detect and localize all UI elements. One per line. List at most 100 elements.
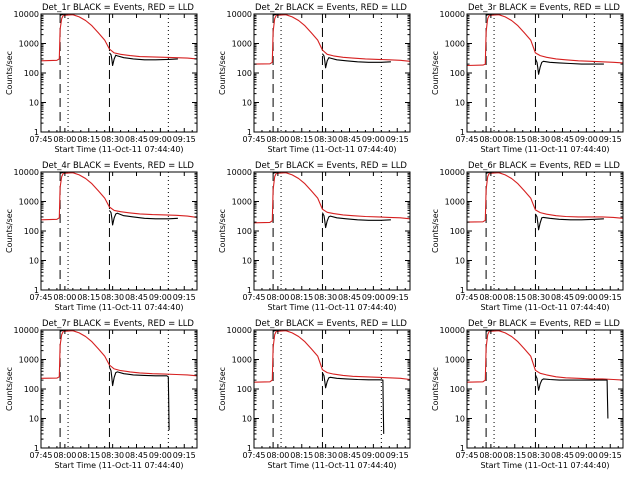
- series-group: [41, 330, 197, 431]
- x-tick-label: 08:30: [101, 293, 124, 302]
- plot-frame: [253, 13, 411, 133]
- chart-title: Det_1r BLACK = Events, RED = LLD: [42, 3, 194, 13]
- x-tick-label: 08:30: [101, 135, 124, 144]
- x-tick-label: 07:45: [455, 293, 478, 302]
- series-group: [467, 330, 623, 419]
- lld-series-line: [41, 330, 197, 379]
- y-axis-label: Counts/sec: [218, 367, 227, 411]
- x-axis-label: Start Time (11-Oct-11 07:44:40): [480, 461, 609, 470]
- y-tick-label: 10: [242, 257, 252, 266]
- y-tick-label: 1: [34, 444, 39, 453]
- y-tick-label: 10: [29, 415, 39, 424]
- plot-frame: [466, 13, 624, 133]
- x-tick-label: 08:45: [125, 451, 148, 460]
- x-tick-label: 07:45: [242, 135, 265, 144]
- y-axis-label: Counts/sec: [5, 51, 14, 95]
- x-axis-label: Start Time (11-Oct-11 07:44:40): [54, 461, 183, 470]
- y-tick-label: 1: [460, 128, 465, 137]
- events-series-line: [272, 172, 391, 229]
- series-group: [254, 172, 410, 229]
- series-group: [41, 172, 197, 226]
- plot-frame: [40, 171, 198, 291]
- plot-frame: [253, 171, 411, 291]
- x-axis-label: Start Time (11-Oct-11 07:44:40): [54, 145, 183, 154]
- x-tick-label: 09:15: [386, 135, 409, 144]
- lld-series-line: [467, 330, 623, 383]
- y-tick-label: 10000: [440, 168, 465, 177]
- chart-title: Det_8r BLACK = Events, RED = LLD: [255, 319, 407, 329]
- y-tick-label: 100: [450, 385, 465, 394]
- y-tick-label: 10000: [440, 10, 465, 19]
- chart-title: Det_5r BLACK = Events, RED = LLD: [255, 161, 407, 171]
- x-tick-label: 08:15: [503, 293, 526, 302]
- x-tick-label: 09:15: [386, 451, 409, 460]
- x-axis-label: Start Time (11-Oct-11 07:44:40): [54, 303, 183, 312]
- x-tick-label: 09:00: [362, 293, 385, 302]
- plot-frame: [40, 329, 198, 449]
- series-group: [41, 14, 197, 67]
- y-tick-label: 10000: [227, 168, 252, 177]
- y-tick-label: 1000: [19, 40, 39, 49]
- y-tick-label: 10000: [227, 326, 252, 335]
- y-tick-label: 1000: [232, 198, 252, 207]
- x-tick-label: 08:30: [527, 135, 550, 144]
- x-tick-label: 07:45: [29, 451, 52, 460]
- x-tick-label: 08:45: [551, 135, 574, 144]
- x-tick-label: 09:00: [575, 451, 598, 460]
- plot-frame: [253, 329, 411, 449]
- x-tick-label: 09:00: [575, 135, 598, 144]
- y-tick-label: 10: [455, 257, 465, 266]
- x-axis-label: Start Time (11-Oct-11 07:44:40): [267, 303, 396, 312]
- x-tick-label: 09:15: [599, 135, 622, 144]
- y-tick-label: 10: [242, 99, 252, 108]
- x-tick-label: 08:00: [53, 293, 76, 302]
- y-tick-label: 1: [247, 286, 252, 295]
- y-tick-label: 100: [24, 69, 39, 78]
- y-tick-label: 100: [24, 227, 39, 236]
- y-tick-label: 10: [29, 99, 39, 108]
- y-tick-label: 10000: [440, 326, 465, 335]
- x-tick-label: 08:00: [266, 135, 289, 144]
- y-tick-label: 1000: [19, 198, 39, 207]
- x-tick-label: 09:00: [362, 135, 385, 144]
- x-tick-label: 07:45: [455, 451, 478, 460]
- x-tick-label: 08:15: [77, 135, 100, 144]
- y-axis-label: Counts/sec: [5, 367, 14, 411]
- x-tick-label: 08:15: [503, 135, 526, 144]
- x-tick-label: 08:15: [77, 451, 100, 460]
- lld-series-line: [41, 14, 197, 62]
- x-tick-label: 08:30: [314, 135, 337, 144]
- y-axis-label: Counts/sec: [431, 51, 440, 95]
- y-tick-label: 1: [247, 444, 252, 453]
- x-tick-label: 08:45: [338, 135, 361, 144]
- plot-frame: [466, 171, 624, 291]
- y-tick-label: 100: [237, 385, 252, 394]
- x-tick-label: 07:45: [29, 135, 52, 144]
- plot-frame: [40, 13, 198, 133]
- x-tick-label: 08:15: [77, 293, 100, 302]
- x-axis-label: Start Time (11-Oct-11 07:44:40): [480, 145, 609, 154]
- lld-series-line: [254, 172, 410, 224]
- y-tick-label: 10: [455, 415, 465, 424]
- x-tick-label: 07:45: [242, 293, 265, 302]
- y-axis-label: Counts/sec: [5, 209, 14, 253]
- plot-frame: [466, 329, 624, 449]
- y-tick-label: 1: [247, 128, 252, 137]
- chart-title: Det_6r BLACK = Events, RED = LLD: [468, 161, 620, 171]
- x-tick-label: 08:00: [479, 451, 502, 460]
- x-tick-label: 07:45: [242, 451, 265, 460]
- y-tick-label: 1: [460, 444, 465, 453]
- x-tick-label: 09:15: [173, 293, 196, 302]
- x-tick-label: 09:15: [173, 135, 196, 144]
- x-tick-label: 08:15: [290, 135, 313, 144]
- events-series-line: [59, 330, 170, 431]
- events-series-line: [485, 330, 609, 419]
- events-series-line: [485, 14, 604, 75]
- chart-title: Det_9r BLACK = Events, RED = LLD: [468, 319, 620, 329]
- y-tick-label: 10: [455, 99, 465, 108]
- y-tick-label: 1: [34, 286, 39, 295]
